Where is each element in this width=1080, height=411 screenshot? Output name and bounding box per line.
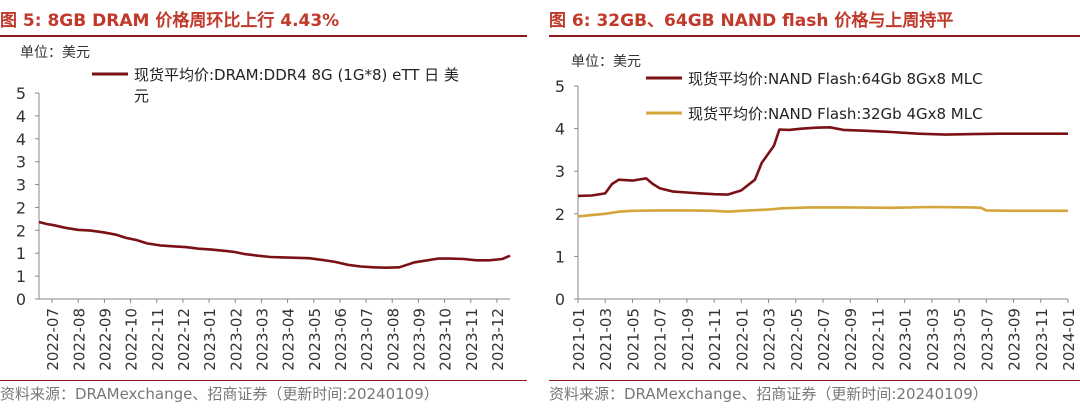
y-tick-label: 3 (16, 153, 26, 172)
legend-label: 现货平均价:DRAM:DDR4 8G (1G*8) eTT 日 美元 (134, 66, 459, 105)
y-tick-label: 0 (555, 290, 565, 309)
x-tick-label: 2023-05 (306, 308, 324, 371)
x-tick-label: 2022-07 (815, 308, 833, 371)
y-tick-label: 5 (555, 77, 565, 96)
x-tick-label: 2023-07 (358, 308, 376, 371)
x-tick-label: 2022-09 (842, 308, 860, 371)
x-tick-label: 2022-11 (869, 308, 887, 371)
x-tick-label: 2022-09 (96, 308, 114, 371)
x-tick-label: 2023-12 (489, 308, 507, 371)
x-tick-label: 2021-01 (570, 308, 588, 371)
x-tick-label: 2023-03 (253, 308, 271, 371)
chart-title-dram: 图 5: 8GB DRAM 价格周环比上行 4.43% (0, 11, 340, 31)
title-rule (0, 35, 527, 37)
x-tick-label: 2023-01 (201, 308, 219, 371)
series-line (577, 205, 1068, 218)
y-tick-label: 4 (16, 130, 26, 149)
legend-label: 现货平均价:NAND Flash:64Gb 8Gx8 MLC (688, 70, 983, 88)
x-tick-label: 2022-05 (788, 308, 806, 371)
chart-panel-nand: 图 6: 32GB、64GB NAND flash 价格与上周持平 单位：美元 0… (549, 0, 1080, 411)
x-tick-label: 2023-02 (227, 308, 245, 371)
x-tick-label: 2023-01 (897, 308, 915, 371)
nand-chart: 单位：美元 0 1 2 3 4 5 2021-01 2021-03 2021-05 2021-07 2… (555, 54, 1078, 371)
x-tick-label: 2023-05 (951, 308, 969, 371)
y-tick-label: 0 (16, 290, 26, 309)
x-tick-label: 2023-11 (463, 308, 481, 371)
y-tick-label: 5 (16, 84, 26, 103)
source-rule (549, 380, 1080, 381)
x-tick-label: 2022-12 (175, 308, 193, 371)
x-tick-label: 2022-01 (733, 308, 751, 371)
y-tick-label: 1 (16, 244, 26, 263)
x-tick-label: 2022-08 (70, 308, 88, 371)
x-tick-label: 2022-03 (761, 308, 779, 371)
source-note: 资料来源：DRAMexchange、招商证券（更新时间:20240109） (549, 385, 988, 403)
x-tick-label: 2023-04 (280, 308, 298, 371)
x-tick-label: 2021-05 (624, 308, 642, 371)
unit-label: 单位：美元 (20, 45, 90, 61)
x-tick-label: 2022-07 (44, 308, 62, 371)
chart-title-nand: 图 6: 32GB、64GB NAND flash 价格与上周持平 (549, 11, 954, 31)
y-tick-label: 1 (555, 247, 565, 266)
y-tick-label: 2 (555, 205, 565, 224)
x-tick-label: 2021-07 (652, 308, 670, 371)
source-rule (0, 380, 527, 381)
y-tick-label: 2 (16, 221, 26, 240)
x-tick-label: 2022-11 (149, 308, 167, 371)
y-tick-label: 3 (16, 176, 26, 195)
dram-chart: 单位：美元 0 1 1 2 2 3 3 4 4 5 2022-07 2022-08 2022-09 2022… (16, 45, 511, 371)
chart-panel-dram: 图 5: 8GB DRAM 价格周环比上行 4.43% 单位：美元 0 1 1 2 2 3 3… (0, 0, 530, 411)
x-tick-label: 2023-07 (978, 308, 996, 371)
x-tick-label: 2023-11 (1033, 308, 1051, 371)
x-tick-label: 2023-09 (410, 308, 428, 371)
y-tick-label: 3 (555, 162, 565, 181)
unit-label: 单位：美元 (571, 54, 641, 70)
source-note: 资料来源：DRAMexchange、招商证券（更新时间:20240109） (0, 385, 439, 403)
x-tick-label: 2023-03 (924, 308, 942, 371)
title-rule (549, 35, 1080, 37)
y-tick-label: 1 (16, 267, 26, 286)
x-tick-label: 2023-08 (384, 308, 402, 371)
x-tick-label: 2021-11 (706, 308, 724, 371)
x-tick-label: 2021-03 (597, 308, 615, 371)
x-tick-label: 2023-09 (1006, 308, 1024, 371)
legend-label: 现货平均价:NAND Flash:32Gb 4Gx8 MLC (688, 105, 983, 123)
y-tick-label: 2 (16, 198, 26, 217)
x-tick-label: 2024-01 (1060, 308, 1078, 371)
x-tick-label: 2023-10 (437, 308, 455, 371)
y-tick-label: 4 (555, 120, 565, 139)
x-tick-label: 2023-06 (332, 308, 350, 371)
x-tick-label: 2021-09 (679, 308, 697, 371)
x-tick-label: 2022-10 (123, 308, 141, 371)
series-line (38, 220, 511, 269)
y-tick-label: 4 (16, 107, 26, 126)
series-line (577, 126, 1068, 198)
